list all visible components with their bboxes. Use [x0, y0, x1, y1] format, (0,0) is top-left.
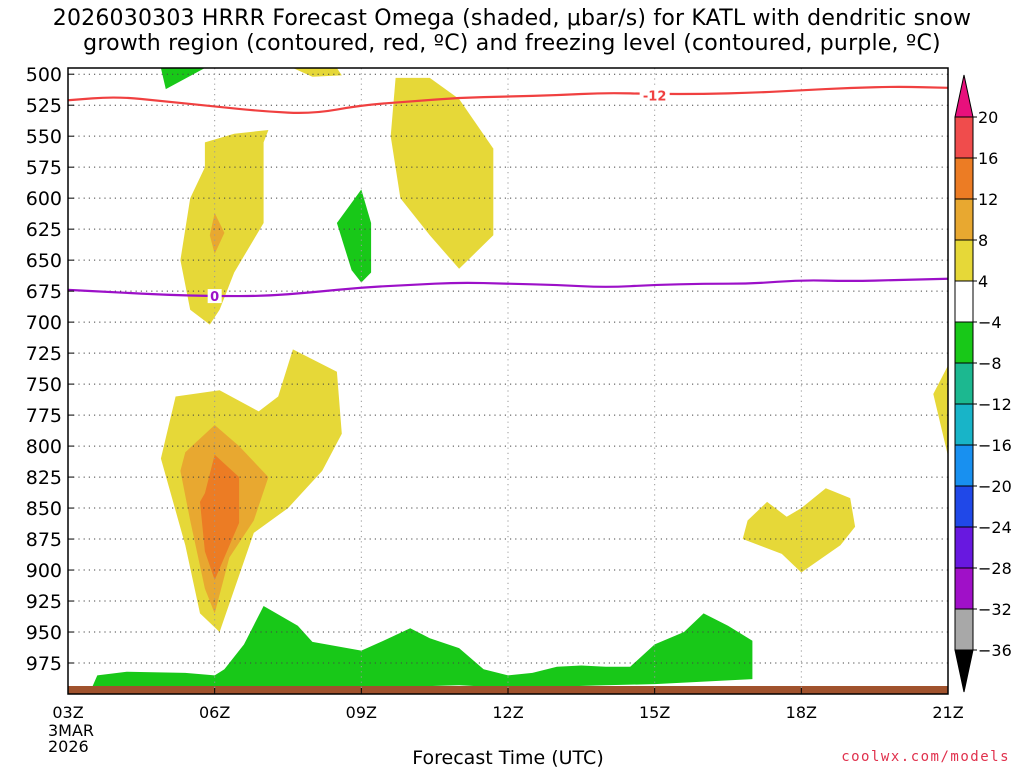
- colorbar-label: 16: [978, 149, 998, 168]
- colorbar-label: 4: [978, 272, 988, 291]
- omega-region-0: [160, 68, 205, 90]
- omega-region-11: [92, 606, 753, 688]
- colorbar-label: 20: [978, 108, 998, 127]
- colorbar-band: [954, 444, 974, 487]
- omega-region-3: [180, 130, 269, 325]
- colorbar-band: [954, 485, 974, 528]
- contour-label-0: 0: [210, 290, 219, 305]
- omega-shading-layer: [92, 68, 948, 688]
- credit-text: coolwx.com/models: [841, 749, 1010, 765]
- colorbar-band: [954, 362, 974, 405]
- omega-region-2: [390, 77, 494, 269]
- contour-label--12: -12: [643, 89, 667, 104]
- y-tick-label: 975: [26, 653, 62, 675]
- omega-region-9: [742, 488, 856, 573]
- colorbar-label: −8: [978, 354, 1002, 373]
- colorbar-band: [954, 198, 974, 241]
- contour-layer: -12 0: [67, 85, 949, 305]
- y-tick-label: 925: [26, 591, 62, 613]
- colorbar-band: [954, 608, 974, 651]
- title-line-1: 2026030303 HRRR Forecast Omega (shaded, …: [52, 6, 972, 31]
- colorbar-band: [954, 567, 974, 610]
- colorbar-top-arrow: [954, 74, 974, 118]
- y-tick-label: 650: [26, 250, 62, 272]
- y-tick-label: 850: [26, 498, 62, 520]
- x-tick-label: 18Z: [786, 703, 817, 722]
- y-tick-label: 725: [26, 343, 62, 365]
- chart-title: 2026030303 HRRR Forecast Omega (shaded, …: [0, 6, 1024, 56]
- y-tick-label: 500: [26, 64, 62, 86]
- y-tick-label: 750: [26, 374, 62, 396]
- y-tick-label: 800: [26, 436, 62, 458]
- y-tick-label: 950: [26, 622, 62, 644]
- title-line-2: growth region (contoured, red, ºC) and f…: [83, 31, 941, 56]
- colorbar-bottom-arrow: [954, 649, 974, 693]
- colorbar-label: 12: [978, 190, 998, 209]
- omega-region-1: [292, 68, 342, 77]
- y-tick-label: 825: [26, 467, 62, 489]
- contour-line--12: [67, 85, 949, 114]
- colorbar-band: [954, 526, 974, 569]
- x-tick-label: 21Z: [932, 703, 963, 722]
- y-tick-label: 775: [26, 405, 62, 427]
- colorbar-label: −4: [978, 313, 1002, 332]
- colorbar-label: −12: [978, 395, 1012, 414]
- x-tick-label: 06Z: [199, 703, 230, 722]
- colorbar-band: [954, 280, 974, 323]
- colorbar-band: [954, 321, 974, 364]
- y-tick-label: 525: [26, 95, 62, 117]
- y-tick-label: 700: [26, 312, 62, 334]
- colorbar-label: 8: [978, 231, 988, 250]
- x-date-label: 3MAR: [48, 721, 94, 740]
- y-tick-label: 575: [26, 157, 62, 179]
- contour-label-bg: [639, 88, 670, 103]
- omega-region-5: [336, 189, 372, 283]
- x-tick-label: 15Z: [639, 703, 670, 722]
- colorbar-label: −20: [978, 477, 1012, 496]
- contour-label-bg: [207, 289, 222, 304]
- y-tick-label: 675: [26, 281, 62, 303]
- omega-region-8: [200, 454, 240, 580]
- colorbar-band: [954, 403, 974, 446]
- colorbar-band: [954, 157, 974, 200]
- colorbar-band: [954, 239, 974, 282]
- colorbar-band: [954, 116, 974, 159]
- pressure-axis: 500 525 550 575 600 625 650 675 700 725 750 775 800 8…: [26, 64, 74, 675]
- x-tick-label: 03Z: [52, 703, 83, 722]
- x-axis-title: Forecast Time (UTC): [412, 747, 603, 768]
- omega-region-10: [933, 365, 948, 456]
- y-tick-label: 875: [26, 529, 62, 551]
- x-tick-label: 12Z: [492, 703, 523, 722]
- colorbar-label: −16: [978, 436, 1012, 455]
- y-tick-label: 550: [26, 126, 62, 148]
- x-date-label: 2026: [48, 737, 89, 756]
- colorbar-label: −36: [978, 641, 1012, 660]
- colorbar-label: −28: [978, 559, 1012, 578]
- y-tick-label: 625: [26, 219, 62, 241]
- x-tick-label: 09Z: [346, 703, 377, 722]
- y-tick-label: 900: [26, 560, 62, 582]
- contour-line-0: [67, 277, 949, 298]
- y-tick-label: 600: [26, 188, 62, 210]
- colorbar-label: −24: [978, 518, 1012, 537]
- omega-region-4: [209, 213, 225, 254]
- colorbar-label: −32: [978, 600, 1012, 619]
- colorbar: 20 16 12 8 4 −4 −8 −12 −16 −20 −24 −28 −32 −36: [954, 74, 1012, 693]
